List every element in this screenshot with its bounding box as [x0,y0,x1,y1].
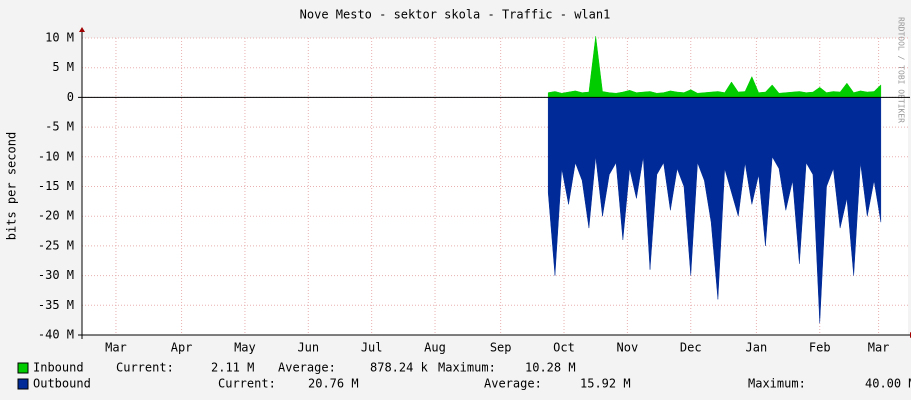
chart-title: Nove Mesto - sektor skola - Traffic - wl… [300,8,611,22]
y-tick-label: -25 M [38,238,74,252]
legend-label: Outbound [33,377,91,391]
legend-stat-label: Maximum: [748,377,806,391]
y-tick-label: -30 M [38,268,74,282]
legend-stat-value: 2.11 M [211,361,254,375]
watermark: RRDTOOL / TOBI OETIKER [897,17,906,123]
x-tick-label: Apr [171,341,193,355]
y-tick-label: -5 M [45,120,74,134]
legend-stat-value: 10.28 M [525,361,576,375]
legend-swatch [17,362,29,374]
y-tick-label: -35 M [38,298,74,312]
area [547,97,882,324]
area [547,36,882,98]
x-tick-label: Nov [617,341,639,355]
x-tick-label: Feb [809,341,831,355]
legend-stat-label: Current: [218,377,276,391]
x-tick-label: Dec [680,341,702,355]
x-tick-label: Jan [746,341,768,355]
y-tick-label: -15 M [38,179,74,193]
y-tick-label: 5 M [52,60,74,74]
legend-stat-label: Average: [484,377,542,391]
legend-stat-label: Maximum: [438,361,496,375]
x-tick-label: Jul [361,341,383,355]
y-tick-label: -20 M [38,209,74,223]
axis-arrow [79,27,85,32]
x-tick-label: Jun [297,341,319,355]
x-tick-label: Mar [868,341,890,355]
y-axis-label: bits per second [5,132,19,240]
x-tick-label: Mar [105,341,127,355]
y-tick-label: -10 M [38,149,74,163]
legend-swatch [17,378,29,390]
x-tick-label: May [234,341,256,355]
legend-stat-value: 40.00 M [865,377,911,391]
legend-stat-value: 15.92 M [580,377,631,391]
legend-label: Inbound [33,361,84,375]
y-tick-label: 10 M [45,31,74,45]
legend-stat-label: Current: [116,361,174,375]
x-tick-label: Oct [553,341,575,355]
y-tick-label: 0 [67,90,74,104]
y-tick-label: -40 M [38,328,74,342]
x-tick-label: Sep [490,341,512,355]
x-tick-label: Aug [424,341,446,355]
legend-stat-value: 878.24 k [370,361,429,375]
legend-stat-value: 20.76 M [308,377,359,391]
legend-stat-label: Average: [278,361,336,375]
